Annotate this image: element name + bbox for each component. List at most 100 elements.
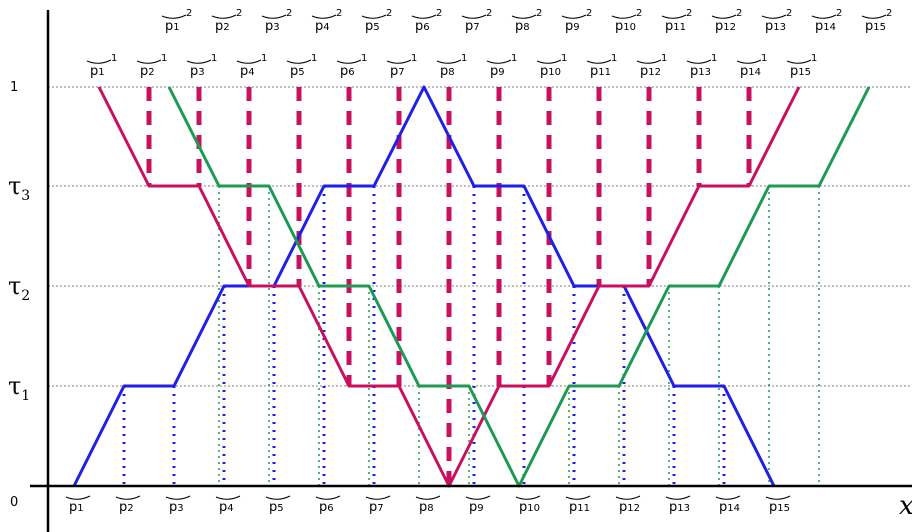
top1-p4-label: p4 [240,64,255,79]
top1-p10-tilde [536,59,562,64]
top1-p10-sup: 1 [561,53,567,64]
top1-p1-label-index: 1 [98,67,104,78]
bottom-p8-tilde [415,495,441,500]
vertical-guides [122,87,820,486]
top1-p15-tilde [786,59,812,64]
top1-p9-label: p9 [490,64,505,79]
top2-p14-sup: 2 [836,8,842,19]
top2-p2-sup: 2 [236,8,242,19]
top2-p2-label-index: 2 [223,22,229,33]
top2-p7-sup: 2 [486,8,492,19]
y-level-labels: 0 τ1 τ2 τ3 1 [8,80,30,510]
top2-p9-label: p9 [565,19,580,34]
top-point-labels-row1: p11p21p31p41p51p61p71p81p91p101p111p121p… [86,53,817,79]
top2-p13-sup: 2 [786,8,792,19]
top2-p10-label-index: 10 [623,22,636,33]
bottom-p13-label-index: 13 [677,503,690,514]
top2-p14-label: p14 [815,19,836,34]
bottom-p5-label: p5 [269,500,284,515]
top2-p7-label: p7 [465,19,480,34]
top2-p3-label-index: 3 [273,22,279,33]
top2-p13-label: p13 [765,19,786,34]
top2-p7-label-index: 7 [473,22,479,33]
top2-p8-sup: 2 [536,8,542,19]
bottom-p1-tilde [65,495,91,500]
bottom-p2-tilde [115,495,141,500]
top2-p3-label: p3 [265,19,280,34]
bottom-p8-label-index: 8 [427,503,433,514]
top2-p10-tilde [611,14,637,19]
blue-curve [72,85,776,487]
bottom-p12-label-index: 12 [627,503,640,514]
top1-p3-label: p3 [190,64,205,79]
y-label-tau1: τ1 [8,372,30,404]
bottom-p15-tilde [765,495,791,500]
top1-p14-label: p14 [740,64,761,79]
bottom-p14-label-index: 14 [727,503,740,514]
top2-p15-sup: 2 [886,8,892,19]
bottom-p5-label-index: 5 [277,503,283,514]
bottom-p14-tilde [715,495,741,500]
top2-p6-label-index: 6 [423,22,429,33]
top2-p5-label: p5 [365,19,380,34]
y-label-tau1-sub: 1 [21,388,30,404]
top2-p5-label-index: 5 [373,22,379,33]
top1-p6-tilde [336,59,362,64]
top2-p9-tilde [561,14,587,19]
y-label-tau3: τ3 [8,172,30,204]
bottom-p9-label-index: 9 [477,503,483,514]
top2-p1-sup: 2 [186,8,192,19]
top1-p1-tilde [86,59,112,64]
top1-p15-label-index: 15 [798,67,811,78]
top1-p5-tilde [286,59,312,64]
top1-p11-label-index: 11 [598,67,611,78]
top2-p12-label: p12 [715,19,736,34]
top2-p6-sup: 2 [436,8,442,19]
top2-p5-sup: 2 [386,8,392,19]
top1-p3-tilde [186,59,212,64]
top2-p11-label: p11 [665,19,686,34]
bottom-p6-tilde [315,495,341,500]
top1-p1-sup: 1 [111,53,117,64]
bottom-p8-label: p8 [419,500,434,515]
top2-p8-label: p8 [515,19,530,34]
top1-p4-label-index: 4 [248,67,254,78]
axes: x [30,10,912,532]
top1-p9-tilde [486,59,512,64]
top2-p4-sup: 2 [336,8,342,19]
bottom-p2-label: p2 [119,500,134,515]
top1-p15-label: p15 [790,64,811,79]
top2-p4-tilde [311,14,337,19]
bottom-p4-tilde [215,495,241,500]
top1-p4-tilde [236,59,262,64]
top2-p13-label-index: 13 [773,22,786,33]
top1-p8-sup: 1 [461,53,467,64]
y-label-tau2: τ2 [8,272,30,304]
bottom-p6-label-index: 6 [327,503,333,514]
top2-p3-sup: 2 [286,8,292,19]
top2-p15-tilde [861,14,887,19]
bottom-p3-label: p3 [169,500,184,515]
top1-p6-label-index: 6 [348,67,354,78]
top1-p13-tilde [686,59,712,64]
top1-p5-label: p5 [290,64,305,79]
bottom-p15-label: p15 [769,500,790,515]
top1-p13-label: p13 [690,64,711,79]
top2-p10-label: p10 [615,19,636,34]
top1-p2-tilde [136,59,162,64]
top2-p1-label-index: 1 [173,22,179,33]
top1-p8-label: p8 [440,64,455,79]
top2-p15-label: p15 [865,19,886,34]
top2-p12-label-index: 12 [723,22,736,33]
bottom-p4-label: p4 [219,500,234,515]
bottom-p4-label-index: 4 [227,503,233,514]
top1-p4-sup: 1 [261,53,267,64]
top1-p12-label: p12 [640,64,661,79]
bottom-p7-label-index: 7 [377,503,383,514]
top1-p9-label-index: 9 [498,67,504,78]
top2-p8-label-index: 8 [523,22,529,33]
top1-p7-tilde [386,59,412,64]
bottom-p6-label: p6 [319,500,334,515]
top1-p12-tilde [636,59,662,64]
bottom-p11-label-index: 11 [577,503,590,514]
